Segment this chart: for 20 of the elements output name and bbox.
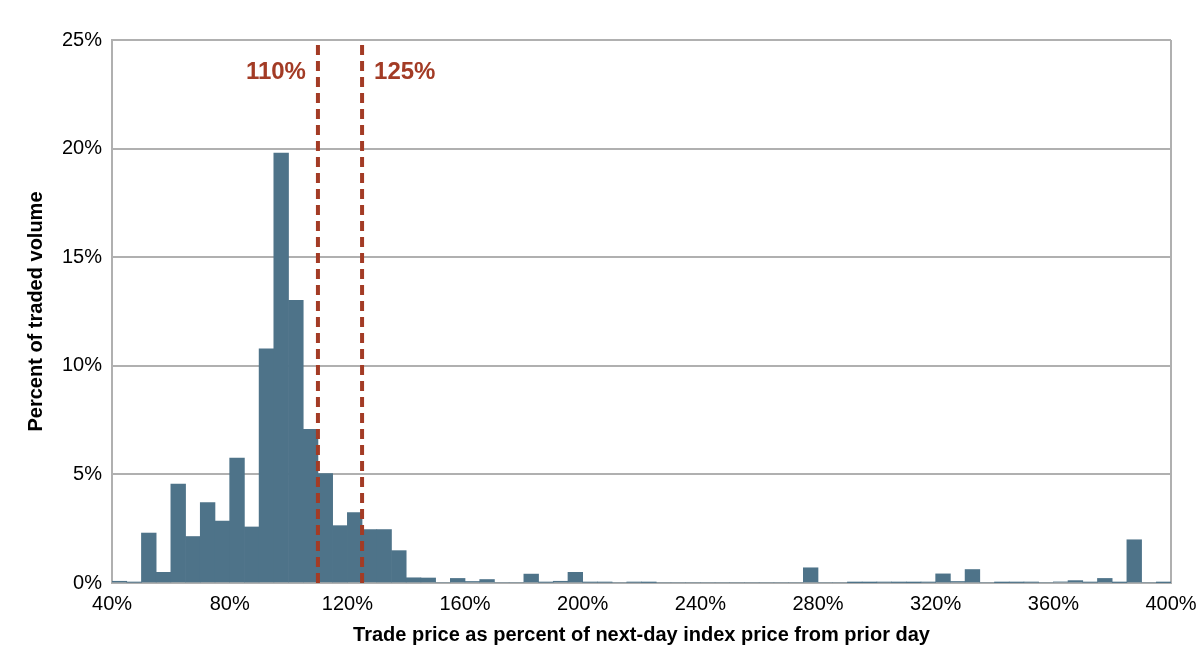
- x-tick-label: 320%: [910, 591, 962, 614]
- ref-line-label: 125%: [374, 56, 436, 84]
- y-axis-title: Percent of traded volume: [23, 191, 46, 432]
- x-tick-label: 40%: [92, 591, 133, 614]
- y-tick-label: 0%: [73, 570, 103, 593]
- x-tick-label: 200%: [557, 591, 609, 614]
- x-tick-label: 80%: [209, 591, 250, 614]
- x-tick-label: 400%: [1145, 591, 1197, 614]
- y-tick-label: 20%: [62, 136, 103, 159]
- x-tick-label: 280%: [792, 591, 844, 614]
- x-tick-label: 240%: [674, 591, 727, 614]
- y-tick-label: 5%: [73, 461, 103, 484]
- x-tick-label: 160%: [439, 591, 491, 614]
- x-axis-title: Trade price as percent of next-day index price from prior day: [353, 622, 931, 645]
- ref-line-label: 110%: [245, 56, 306, 84]
- y-tick-label: 10%: [62, 353, 103, 376]
- y-tick-label: 25%: [62, 27, 103, 50]
- y-tick-label: 15%: [62, 244, 103, 267]
- x-tick-label: 120%: [321, 591, 374, 614]
- x-tick-label: 360%: [1027, 591, 1080, 614]
